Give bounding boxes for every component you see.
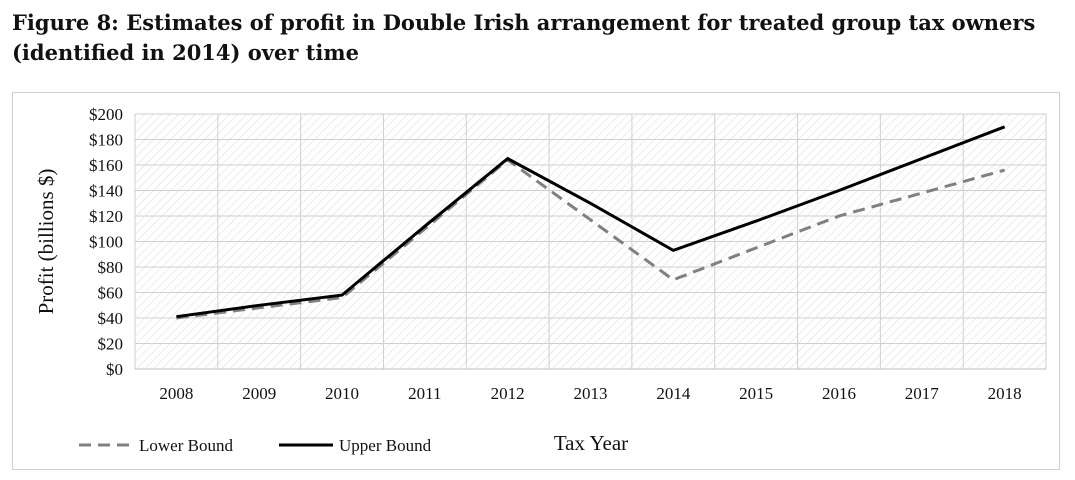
x-axis-ticks: 2008 2009 2010 2011 2012 2013 2014 2015 2016 2017…	[159, 384, 1021, 403]
x-tick-label: 2018	[988, 384, 1022, 403]
y-axis-ticks: $0 $20 $40 $60 $80 $100 $120 $140 $160 $180 $200	[89, 105, 123, 379]
upper-bound-series-line	[176, 125, 1006, 319]
figure-title: Figure 8: Estimates of profit in Double …	[12, 10, 1036, 65]
x-tick-label: 2016	[822, 384, 856, 403]
lower-bound-series-line	[176, 158, 1006, 320]
y-tick-label: $120	[89, 207, 123, 226]
y-tick-label: $80	[98, 258, 124, 277]
x-tick-label: 2015	[739, 384, 773, 403]
y-tick-label: $20	[98, 335, 124, 354]
x-tick-label: 2014	[656, 384, 691, 403]
y-tick-label: $40	[98, 309, 124, 328]
y-axis-title: Profit (billions $)	[34, 169, 58, 315]
chart-panel: $0 $20 $40 $60 $80 $100 $120 $140 $160 $180 $200 2…	[12, 92, 1060, 470]
y-tick-label: $200	[89, 105, 123, 124]
line-chart: $0 $20 $40 $60 $80 $100 $120 $140 $160 $180 $200 2…	[34, 105, 1047, 455]
x-tick-label: 2010	[325, 384, 359, 403]
gridlines	[134, 113, 1047, 370]
y-tick-label: $160	[89, 156, 123, 175]
x-tick-label: 2011	[408, 384, 441, 403]
y-tick-label: $140	[89, 182, 123, 201]
x-tick-label: 2009	[242, 384, 276, 403]
x-tick-label: 2013	[574, 384, 608, 403]
legend-label-lower-bound: Lower Bound	[139, 436, 233, 455]
y-tick-label: $0	[106, 360, 123, 379]
x-tick-label: 2017	[905, 384, 940, 403]
x-axis-title: Tax Year	[554, 431, 628, 455]
y-tick-label: $60	[98, 284, 124, 303]
y-tick-label: $180	[89, 131, 123, 150]
legend: Lower Bound Upper Bound	[79, 436, 432, 455]
series-layer	[176, 125, 1006, 320]
legend-label-upper-bound: Upper Bound	[339, 436, 432, 455]
y-tick-label: $100	[89, 233, 123, 252]
x-tick-label: 2008	[159, 384, 193, 403]
x-tick-label: 2012	[491, 384, 525, 403]
